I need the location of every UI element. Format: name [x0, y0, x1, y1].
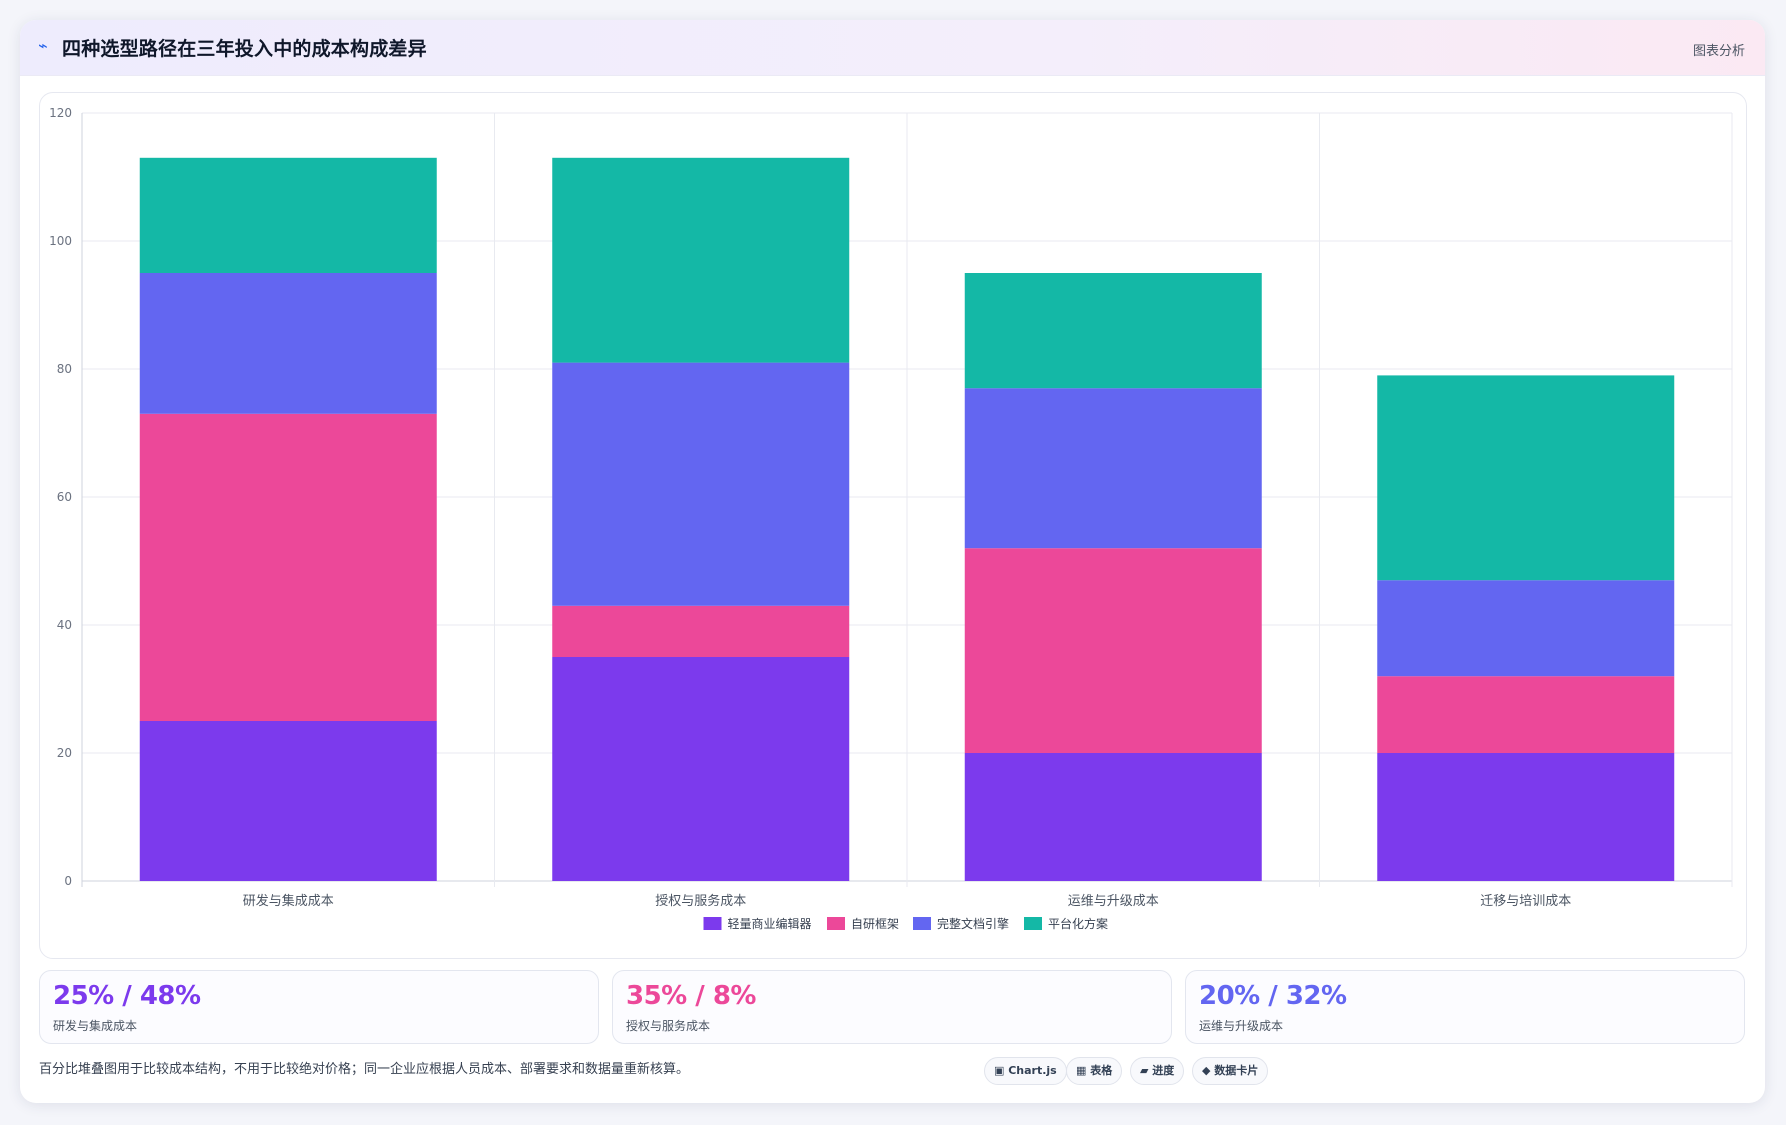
y-tick-label: 100	[49, 234, 72, 248]
bar-segment	[139, 721, 437, 881]
stat-label: 研发与集成成本	[53, 1019, 138, 1033]
bar-segment	[139, 273, 437, 414]
bar-segment	[964, 548, 1262, 753]
y-tick-label: 80	[57, 362, 72, 376]
stacked-bar-chart: 0 20 40 60 80 100 120 研发与集成成本 授权与服务成本 运维与升级成本 迁移与培…	[49, 106, 1733, 931]
bar-segment	[552, 605, 850, 657]
legend-swatch	[827, 917, 845, 930]
legend-label: 自研框架	[851, 917, 899, 931]
x-tick-label: 研发与集成成本	[243, 893, 334, 909]
footnote: 百分比堆叠图用于比较成本结构，不用于比较绝对价格；同一企业应根据人员成本、部署要…	[39, 1062, 690, 1077]
bar-segment	[139, 157, 437, 273]
y-tick-label: 20	[57, 746, 72, 760]
x-tick-label: 迁移与培训成本	[1480, 893, 1571, 909]
chart-card: ⌁ 四种选型路径在三年投入中的成本构成差异 图表分析 0 20 40 60 80 100 1…	[20, 20, 1765, 1103]
pulse-icon: ⌁	[38, 36, 48, 55]
bar-segment	[552, 657, 850, 881]
bar-segment	[1377, 580, 1675, 677]
stat-card-license: 35% / 8% 授权与服务成本	[612, 970, 1172, 1044]
header-tag[interactable]: 图表分析	[1692, 44, 1745, 59]
x-tick-label: 运维与升级成本	[1068, 894, 1159, 909]
stat-label: 运维与升级成本	[1199, 1019, 1284, 1033]
y-tick-label: 0	[64, 874, 72, 888]
bar-segment	[552, 157, 850, 363]
stat-value: 25% / 48%	[53, 981, 201, 1011]
bar-segment	[139, 413, 437, 721]
chart-panel: 0 20 40 60 80 100 120 研发与集成成本 授权与服务成本 运维与升级成本 迁移与培…	[39, 92, 1747, 959]
chip-table[interactable]: ▦ 表格	[1066, 1057, 1123, 1085]
legend-swatch	[1024, 917, 1042, 930]
legend-swatch	[913, 917, 931, 930]
bar-segment	[552, 362, 850, 606]
legend-label: 完整文档引擎	[937, 916, 1009, 931]
y-tick-label: 60	[57, 490, 72, 504]
stat-value: 20% / 32%	[1199, 981, 1347, 1011]
bar-segment	[964, 273, 1262, 389]
card-header: ⌁ 四种选型路径在三年投入中的成本构成差异 图表分析	[20, 20, 1765, 76]
bar-segment	[964, 388, 1262, 549]
bar-segment	[1377, 753, 1675, 881]
stat-card-ops: 20% / 32% 运维与升级成本	[1185, 970, 1745, 1044]
stat-card-rd: 25% / 48% 研发与集成成本	[39, 970, 599, 1044]
stat-label: 授权与服务成本	[626, 1019, 711, 1033]
chip-data-card[interactable]: ◆ 数据卡片	[1192, 1057, 1269, 1085]
legend-swatch	[703, 917, 722, 930]
stat-value: 35% / 8%	[626, 981, 756, 1011]
bar-segment	[1377, 676, 1675, 753]
chart-title: 四种选型路径在三年投入中的成本构成差异	[62, 38, 427, 60]
y-tick-label: 40	[57, 618, 72, 632]
bar-segment	[1377, 375, 1675, 581]
legend-label: 平台化方案	[1048, 916, 1108, 931]
chip-chartjs[interactable]: ▣ Chart.js	[984, 1057, 1067, 1085]
x-tick-label: 授权与服务成本	[655, 893, 746, 909]
y-tick-label: 120	[49, 106, 72, 120]
legend-label: 轻量商业编辑器	[728, 916, 812, 931]
bar-segment	[964, 753, 1262, 881]
chip-progress[interactable]: ▰ 进度	[1130, 1057, 1185, 1085]
